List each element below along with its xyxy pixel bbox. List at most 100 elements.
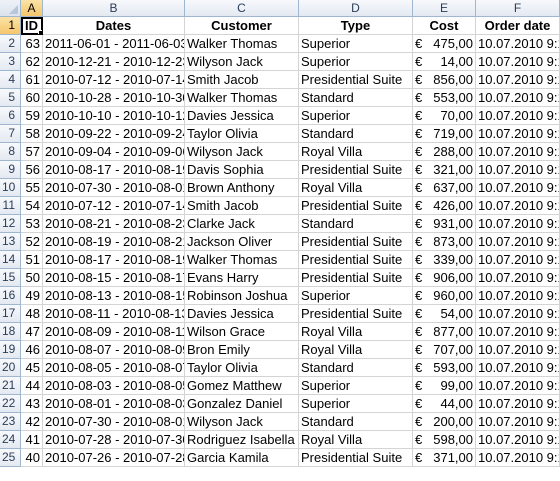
row-header[interactable]: 25	[0, 449, 21, 467]
cell-id[interactable]: 58	[21, 125, 43, 143]
cell-type[interactable]: Presidential Suite	[299, 161, 413, 179]
cell-type[interactable]: Standard	[299, 359, 413, 377]
row-header[interactable]: 9	[0, 161, 21, 179]
cell-id[interactable]: 50	[21, 269, 43, 287]
cell-dates[interactable]: 2010-08-07 - 2010-08-09	[43, 341, 185, 359]
cell-cost[interactable]: €719,00	[413, 125, 476, 143]
cell-customer[interactable]: Robinson Joshua	[185, 287, 299, 305]
cell-order-date[interactable]: 10.07.2010 9:18	[476, 431, 560, 449]
cell-cost[interactable]: €200,00	[413, 413, 476, 431]
cell-order-date[interactable]: 10.07.2010 9:18	[476, 449, 560, 467]
cell-id[interactable]: 53	[21, 215, 43, 233]
cell-cost[interactable]: €877,00	[413, 323, 476, 341]
cell-order-date[interactable]: 10.07.2010 9:18	[476, 233, 560, 251]
cell-dates[interactable]: 2010-08-01 - 2010-08-03	[43, 395, 185, 413]
row-header[interactable]: 23	[0, 413, 21, 431]
cell-type[interactable]: Presidential Suite	[299, 449, 413, 467]
column-header-a[interactable]: A	[21, 0, 43, 17]
cell-customer[interactable]: Davis Sophia	[185, 161, 299, 179]
cell-customer[interactable]: Gonzalez Daniel	[185, 395, 299, 413]
cell-id[interactable]: 40	[21, 449, 43, 467]
row-header[interactable]: 7	[0, 125, 21, 143]
cell-id[interactable]: 52	[21, 233, 43, 251]
cell-id[interactable]: 45	[21, 359, 43, 377]
cell-order-date[interactable]: 10.07.2010 9:18	[476, 107, 560, 125]
cell-id[interactable]: 60	[21, 89, 43, 107]
column-header-b[interactable]: B	[43, 0, 185, 17]
cell-id[interactable]: 61	[21, 71, 43, 89]
cell-dates[interactable]: 2010-08-17 - 2010-08-19	[43, 251, 185, 269]
cell-type[interactable]: Superior	[299, 53, 413, 71]
row-header[interactable]: 13	[0, 233, 21, 251]
cell-cost[interactable]: €598,00	[413, 431, 476, 449]
cell-order-date[interactable]: 10.07.2010 9:18	[476, 89, 560, 107]
cell-cost[interactable]: €873,00	[413, 233, 476, 251]
row-header[interactable]: 1	[0, 17, 21, 35]
column-header-e[interactable]: E	[413, 0, 476, 17]
cell-dates[interactable]: 2010-08-15 - 2010-08-17	[43, 269, 185, 287]
cell-cost[interactable]: €637,00	[413, 179, 476, 197]
cell-order-date[interactable]: 10.07.2010 9:18	[476, 395, 560, 413]
cell-customer[interactable]: Walker Thomas	[185, 251, 299, 269]
cell-dates[interactable]: 2010-07-28 - 2010-07-30	[43, 431, 185, 449]
cell-cost[interactable]: €593,00	[413, 359, 476, 377]
cell-customer[interactable]: Taylor Olivia	[185, 125, 299, 143]
cell-type[interactable]: Superior	[299, 395, 413, 413]
cell-id[interactable]: 42	[21, 413, 43, 431]
row-header[interactable]: 18	[0, 323, 21, 341]
cell-cost[interactable]: €70,00	[413, 107, 476, 125]
cell-dates[interactable]: 2010-07-30 - 2010-08-01	[43, 413, 185, 431]
cell-id[interactable]: 62	[21, 53, 43, 71]
column-header-c[interactable]: C	[185, 0, 299, 17]
cell-cost[interactable]: €14,00	[413, 53, 476, 71]
cell-id[interactable]: 57	[21, 143, 43, 161]
cell-customer[interactable]: Bron Emily	[185, 341, 299, 359]
cell-customer[interactable]: Garcia Kamila	[185, 449, 299, 467]
cell-order-date[interactable]: 10.07.2010 9:18	[476, 251, 560, 269]
cell-dates[interactable]: 2010-07-26 - 2010-07-28	[43, 449, 185, 467]
column-header-d[interactable]: D	[299, 0, 413, 17]
cell-dates[interactable]: 2010-08-19 - 2010-08-21	[43, 233, 185, 251]
row-header[interactable]: 10	[0, 179, 21, 197]
row-header[interactable]: 19	[0, 341, 21, 359]
cell-dates[interactable]: 2010-08-03 - 2010-08-05	[43, 377, 185, 395]
cell-order-date[interactable]: 10.07.2010 9:18	[476, 215, 560, 233]
row-header[interactable]: 2	[0, 35, 21, 53]
cell-cost[interactable]: €931,00	[413, 215, 476, 233]
cell-cost[interactable]: €321,00	[413, 161, 476, 179]
cell-customer[interactable]: Wilyson Jack	[185, 413, 299, 431]
cell-customer[interactable]: Wilyson Jack	[185, 53, 299, 71]
cell-dates[interactable]: 2010-07-12 - 2010-07-14	[43, 197, 185, 215]
cell-dates[interactable]: 2010-08-17 - 2010-08-19	[43, 161, 185, 179]
cell-customer[interactable]: Rodriguez Isabella	[185, 431, 299, 449]
cell-type[interactable]: Superior	[299, 107, 413, 125]
row-header[interactable]: 20	[0, 359, 21, 377]
cell-type[interactable]: Superior	[299, 377, 413, 395]
cell-customer[interactable]: Wilyson Jack	[185, 143, 299, 161]
cell-order-date[interactable]: 10.07.2010 9:18	[476, 125, 560, 143]
cell-id[interactable]: 47	[21, 323, 43, 341]
cell-type[interactable]: Royal Villa	[299, 431, 413, 449]
cell-dates[interactable]: 2010-08-09 - 2010-08-11	[43, 323, 185, 341]
cell-cost[interactable]: €288,00	[413, 143, 476, 161]
cell-type[interactable]: Presidential Suite	[299, 71, 413, 89]
cell-header-id[interactable]: ID	[21, 17, 43, 35]
cell-header-order-date[interactable]: Order date	[476, 17, 560, 35]
cell-type[interactable]: Standard	[299, 215, 413, 233]
row-header[interactable]: 12	[0, 215, 21, 233]
cell-id[interactable]: 59	[21, 107, 43, 125]
row-header[interactable]: 15	[0, 269, 21, 287]
cell-order-date[interactable]: 10.07.2010 9:18	[476, 71, 560, 89]
cell-order-date[interactable]: 10.07.2010 9:18	[476, 35, 560, 53]
row-header[interactable]: 14	[0, 251, 21, 269]
cell-dates[interactable]: 2010-07-30 - 2010-08-01	[43, 179, 185, 197]
cell-customer[interactable]: Davies Jessica	[185, 305, 299, 323]
cell-id[interactable]: 51	[21, 251, 43, 269]
cell-customer[interactable]: Brown Anthony	[185, 179, 299, 197]
cell-customer[interactable]: Evans Harry	[185, 269, 299, 287]
cell-id[interactable]: 41	[21, 431, 43, 449]
cell-type[interactable]: Superior	[299, 35, 413, 53]
cell-dates[interactable]: 2010-08-13 - 2010-08-15	[43, 287, 185, 305]
cell-cost[interactable]: €371,00	[413, 449, 476, 467]
cell-type[interactable]: Presidential Suite	[299, 197, 413, 215]
